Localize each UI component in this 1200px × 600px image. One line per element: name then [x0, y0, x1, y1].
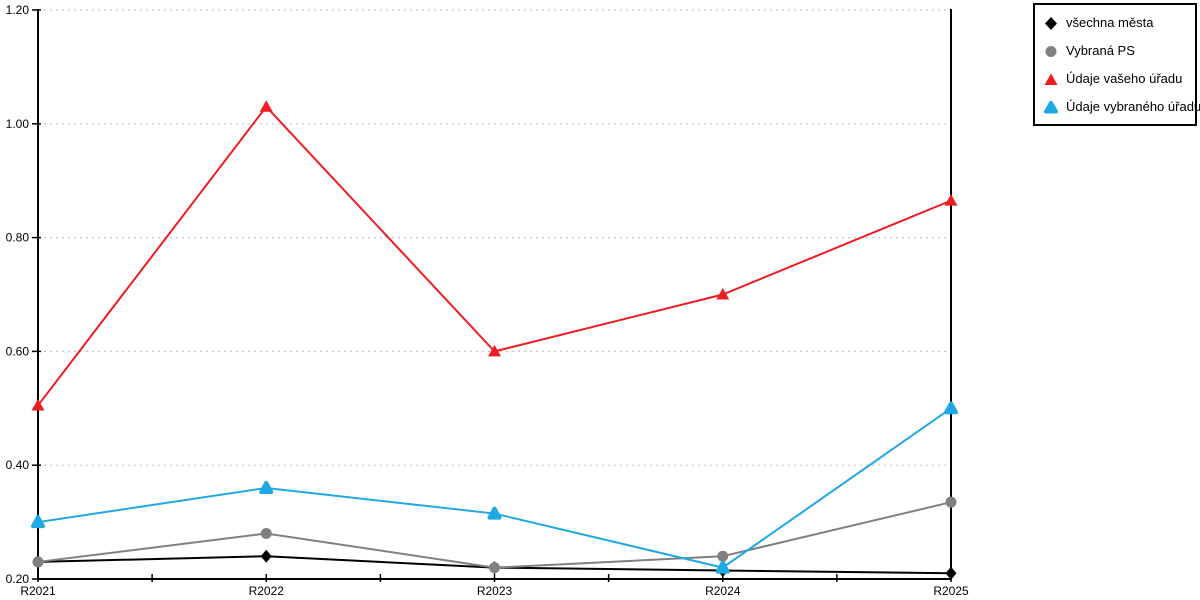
- data-point-triangle-rounded: [944, 401, 958, 415]
- data-point-triangle: [31, 398, 45, 411]
- x-tick-label: R2023: [477, 584, 513, 598]
- data-point-diamond: [260, 549, 272, 563]
- y-tick-label: 1.00: [6, 117, 30, 131]
- x-tick-label: R2022: [249, 584, 285, 598]
- data-point-triangle: [944, 194, 958, 206]
- data-point-circle: [32, 556, 44, 568]
- diamond-icon: [1045, 16, 1057, 30]
- legend-item: Údaje vybraného úřadu: [1043, 93, 1200, 121]
- y-tick-label: 0.40: [6, 458, 30, 472]
- legend-marker-shape: [1045, 45, 1057, 57]
- legend: všechna města Vybraná PS Údaje vašeho úř…: [1033, 3, 1200, 126]
- data-point-triangle-rounded: [487, 506, 502, 520]
- series-line: [37, 407, 952, 569]
- y-tick-label: 0.80: [6, 231, 30, 245]
- y-tick-label: 0.60: [6, 344, 30, 358]
- triangle-rounded-icon: [1044, 100, 1058, 113]
- legend-label: Údaje vašeho úřadu: [1066, 71, 1183, 86]
- x-tick-label: R2025: [933, 584, 969, 598]
- legend-label: Vybraná PS: [1066, 43, 1135, 58]
- legend-item: Údaje vašeho úřadu: [1043, 65, 1195, 93]
- data-point-circle: [717, 550, 729, 562]
- series-3: [31, 401, 958, 574]
- triangle-icon: [1044, 73, 1058, 85]
- data-point-triangle: [488, 344, 501, 357]
- data-point-triangle-rounded: [31, 515, 45, 529]
- data-point-circle: [260, 527, 272, 539]
- data-point-triangle-rounded: [259, 480, 274, 494]
- legend-marker-shape: [1044, 73, 1058, 85]
- y-tick-label: 1.20: [6, 3, 30, 17]
- data-point-triangle: [716, 288, 730, 300]
- series-1: [32, 496, 957, 574]
- legend-item: Vybraná PS: [1043, 37, 1195, 65]
- circle-icon: [1045, 45, 1057, 57]
- series-line: [37, 105, 952, 407]
- x-tick-label: R2024: [705, 584, 741, 598]
- data-point-triangle-rounded: [715, 560, 730, 574]
- series-2: [31, 100, 958, 411]
- data-point-triangle: [259, 100, 273, 112]
- x-tick-label: R2021: [20, 584, 56, 598]
- legend-item: všechna města: [1043, 9, 1195, 37]
- legend-label: Údaje vybraného úřadu: [1066, 99, 1200, 114]
- data-point-circle: [945, 496, 957, 508]
- data-point-diamond: [945, 566, 957, 580]
- legend-marker-shape: [1044, 100, 1058, 113]
- legend-marker-shape: [1045, 16, 1057, 30]
- y-tick-label: 0.20: [6, 572, 30, 586]
- data-point-circle: [489, 562, 500, 574]
- legend-label: všechna města: [1066, 15, 1154, 30]
